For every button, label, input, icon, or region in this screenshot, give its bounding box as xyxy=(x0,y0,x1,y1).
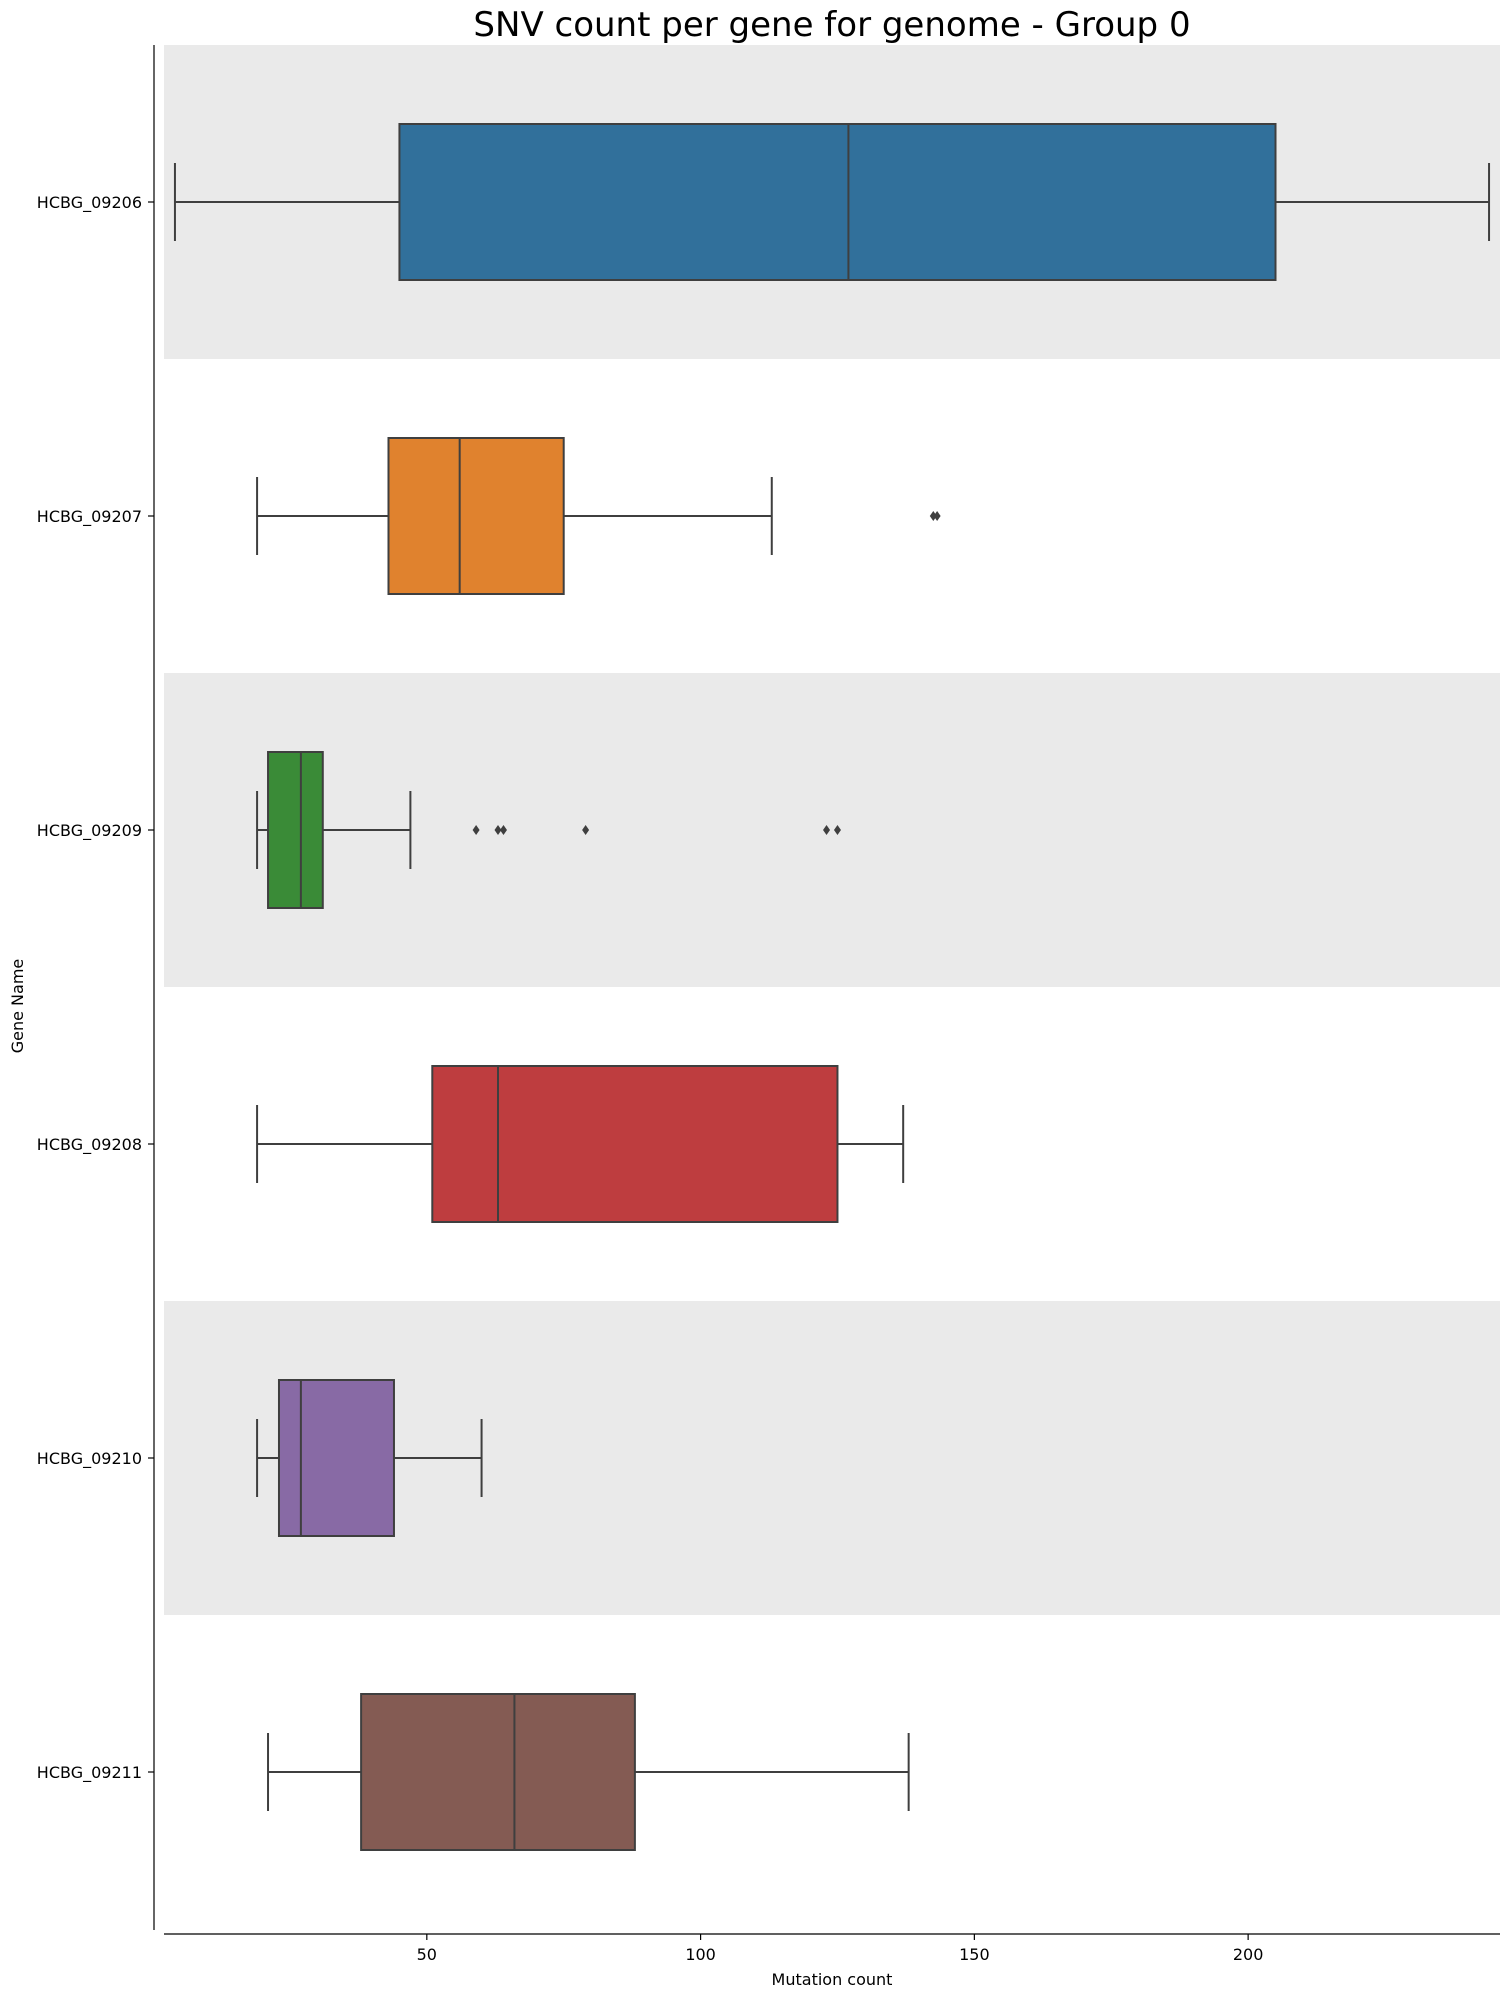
row-shading-layer xyxy=(164,45,1500,1615)
iqr-box xyxy=(277,1379,395,1537)
box-HCBG_09211 xyxy=(267,1693,910,1851)
y-tick-label: HCBG_09208 xyxy=(37,1135,142,1155)
y-tick-label: HCBG_09210 xyxy=(37,1449,142,1469)
y-axis-label: Gene Name xyxy=(8,959,27,1054)
box-HCBG_09209 xyxy=(256,751,841,909)
x-tick-label: 150 xyxy=(959,1945,990,1964)
outlier-point xyxy=(823,825,831,835)
iqr-box xyxy=(267,751,324,909)
outlier-point xyxy=(929,511,937,521)
chart-title: SNV count per gene for genome - Group 0 xyxy=(473,5,1190,45)
y-tick-label: HCBG_09207 xyxy=(37,507,142,527)
outlier-point xyxy=(472,825,480,835)
x-tick-layer: 50 100 150 200 xyxy=(417,1934,1264,1964)
y-tick-layer: HCBG_09206 HCBG_09207 HCBG_09209 HCBG_09208… xyxy=(37,193,154,1783)
outlier-point xyxy=(833,825,841,835)
outlier-point xyxy=(933,511,941,521)
outlier-point xyxy=(494,825,502,835)
iqr-box xyxy=(387,437,565,595)
outlier-point xyxy=(582,825,590,835)
y-tick-label: HCBG_09209 xyxy=(37,821,142,841)
iqr-box xyxy=(431,1065,839,1223)
box-HCBG_09210 xyxy=(256,1379,483,1537)
iqr-box xyxy=(360,1693,636,1851)
y-tick-label: HCBG_09211 xyxy=(37,1763,142,1783)
x-tick-label: 200 xyxy=(1233,1945,1264,1964)
box-HCBG_09208 xyxy=(256,1065,905,1223)
outlier-point xyxy=(499,825,507,835)
x-axis-label: Mutation count xyxy=(772,1970,893,1989)
box-HCBG_09207 xyxy=(256,437,941,595)
box-HCBG_09206 xyxy=(173,123,1491,281)
box-layer xyxy=(173,123,1491,1851)
iqr-box xyxy=(398,123,1277,281)
y-tick-label: HCBG_09206 xyxy=(37,193,142,213)
x-tick-label: 100 xyxy=(685,1945,716,1964)
x-tick-label: 50 xyxy=(417,1945,437,1964)
